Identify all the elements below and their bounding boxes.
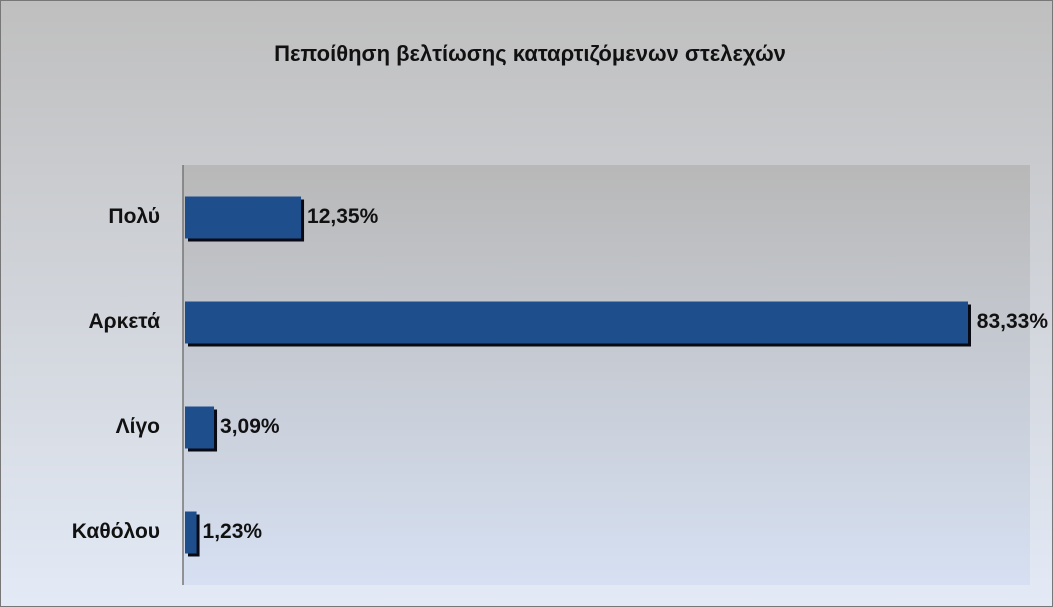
bar <box>185 196 302 239</box>
category-label: Καθόλου <box>72 520 160 543</box>
bar <box>185 511 197 554</box>
category-label: Πολύ <box>108 205 160 228</box>
category-label: Αρκετά <box>88 310 160 333</box>
chart-title: Πεποίθηση βελτίωσης καταρτιζόμενων στελε… <box>274 41 786 66</box>
category-label: Λίγο <box>116 415 160 438</box>
plot-area <box>183 165 1030 585</box>
value-label: 1,23% <box>203 520 263 543</box>
bar <box>185 301 968 344</box>
value-label: 3,09% <box>220 415 280 438</box>
value-label: 12,35% <box>307 205 379 228</box>
bar <box>185 406 215 449</box>
value-label: 83,33% <box>977 310 1049 333</box>
